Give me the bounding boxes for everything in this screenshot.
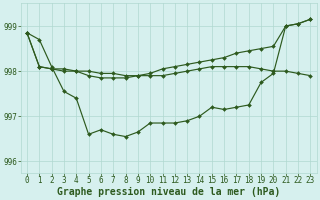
X-axis label: Graphe pression niveau de la mer (hPa): Graphe pression niveau de la mer (hPa) [57,186,280,197]
